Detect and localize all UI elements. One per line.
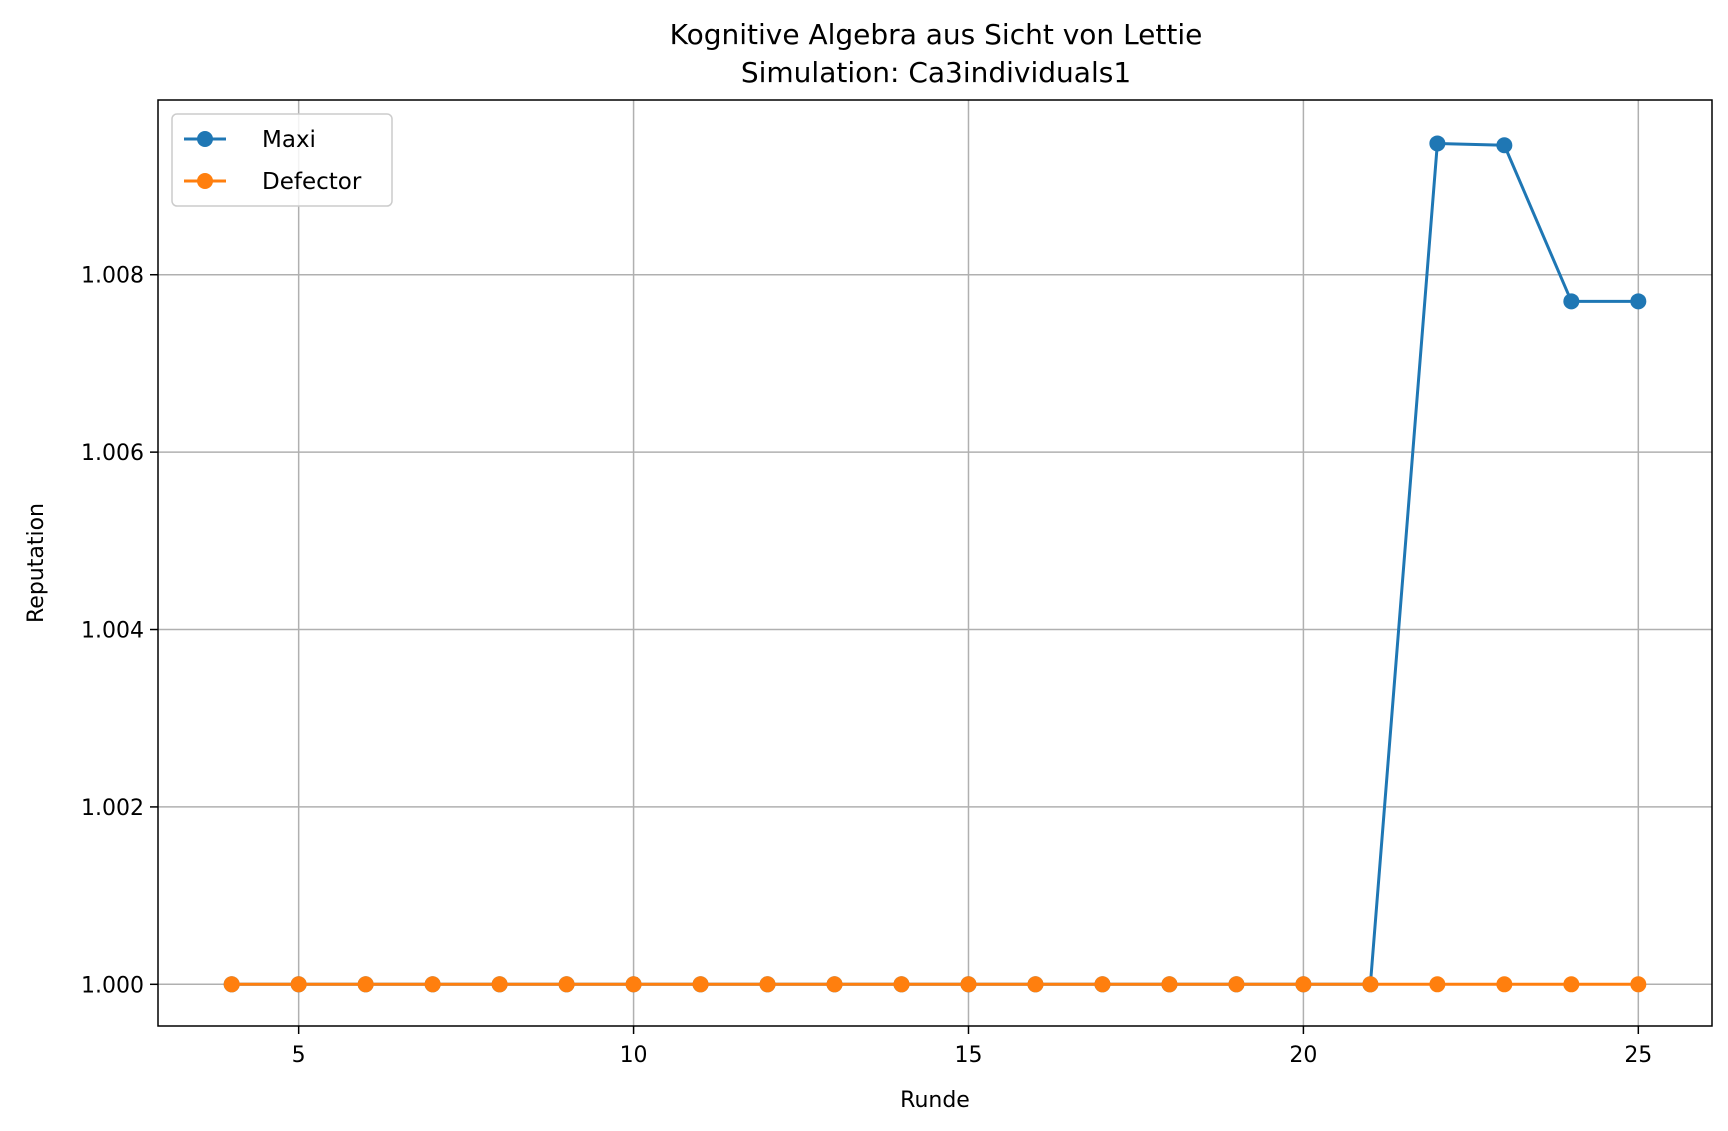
data-point-defector: [826, 976, 843, 993]
x-tick-label: 5: [292, 1043, 306, 1068]
series-defector: [223, 976, 1647, 993]
y-tick-label: 1.000: [81, 973, 144, 998]
data-point-maxi: [1630, 293, 1647, 310]
data-point-defector: [357, 976, 374, 993]
data-point-maxi: [1563, 293, 1580, 310]
y-tick-label: 1.002: [81, 796, 144, 821]
data-point-defector: [558, 976, 575, 993]
x-tick-label: 25: [1624, 1043, 1652, 1068]
data-point-defector: [692, 976, 709, 993]
data-point-defector: [960, 976, 977, 993]
chart-title: Kognitive Algebra aus Sicht von Lettie: [670, 18, 1203, 51]
legend-label-maxi: Maxi: [262, 127, 316, 153]
data-point-defector: [1295, 976, 1312, 993]
data-point-defector: [759, 976, 776, 993]
data-point-defector: [1496, 976, 1513, 993]
data-point-defector: [1027, 976, 1044, 993]
data-point-defector: [1563, 976, 1580, 993]
y-axis-label: Reputation: [24, 503, 49, 623]
data-point-defector: [1094, 976, 1111, 993]
data-point-defector: [1161, 976, 1178, 993]
plot-frame: [157, 99, 1713, 1027]
x-tick-label: 20: [1289, 1043, 1317, 1068]
data-point-defector: [491, 976, 508, 993]
legend-marker-maxi: [197, 131, 213, 147]
y-tick-label: 1.008: [81, 264, 144, 289]
chart-subtitle: Simulation: Ca3individuals1: [741, 56, 1131, 89]
x-tick-label: 10: [620, 1043, 648, 1068]
legend-label-defector: Defector: [262, 169, 362, 195]
y-tick-label: 1.004: [81, 619, 144, 644]
data-point-defector: [1630, 976, 1647, 993]
data-point-defector: [1228, 976, 1245, 993]
legend: Maxi Defector: [171, 113, 393, 207]
data-point-defector: [290, 976, 307, 993]
legend-marker-defector: [197, 173, 213, 189]
y-tick-label: 1.006: [81, 441, 144, 466]
plot-series: [223, 135, 1647, 993]
data-point-defector: [424, 976, 441, 993]
x-axis-ticks: 5 10 15 20 25: [292, 1026, 1652, 1068]
data-point-defector: [893, 976, 910, 993]
y-axis-ticks: 1.000 1.002 1.004 1.006 1.008: [81, 264, 158, 998]
data-point-defector: [1429, 976, 1446, 993]
x-axis-label: Runde: [900, 1088, 970, 1113]
data-point-defector: [1362, 976, 1379, 993]
data-point-maxi: [1429, 135, 1446, 152]
data-point-maxi: [1496, 137, 1513, 154]
legend-box: [171, 113, 393, 207]
data-point-defector: [625, 976, 642, 993]
data-point-defector: [223, 976, 240, 993]
x-tick-label: 15: [954, 1043, 982, 1068]
